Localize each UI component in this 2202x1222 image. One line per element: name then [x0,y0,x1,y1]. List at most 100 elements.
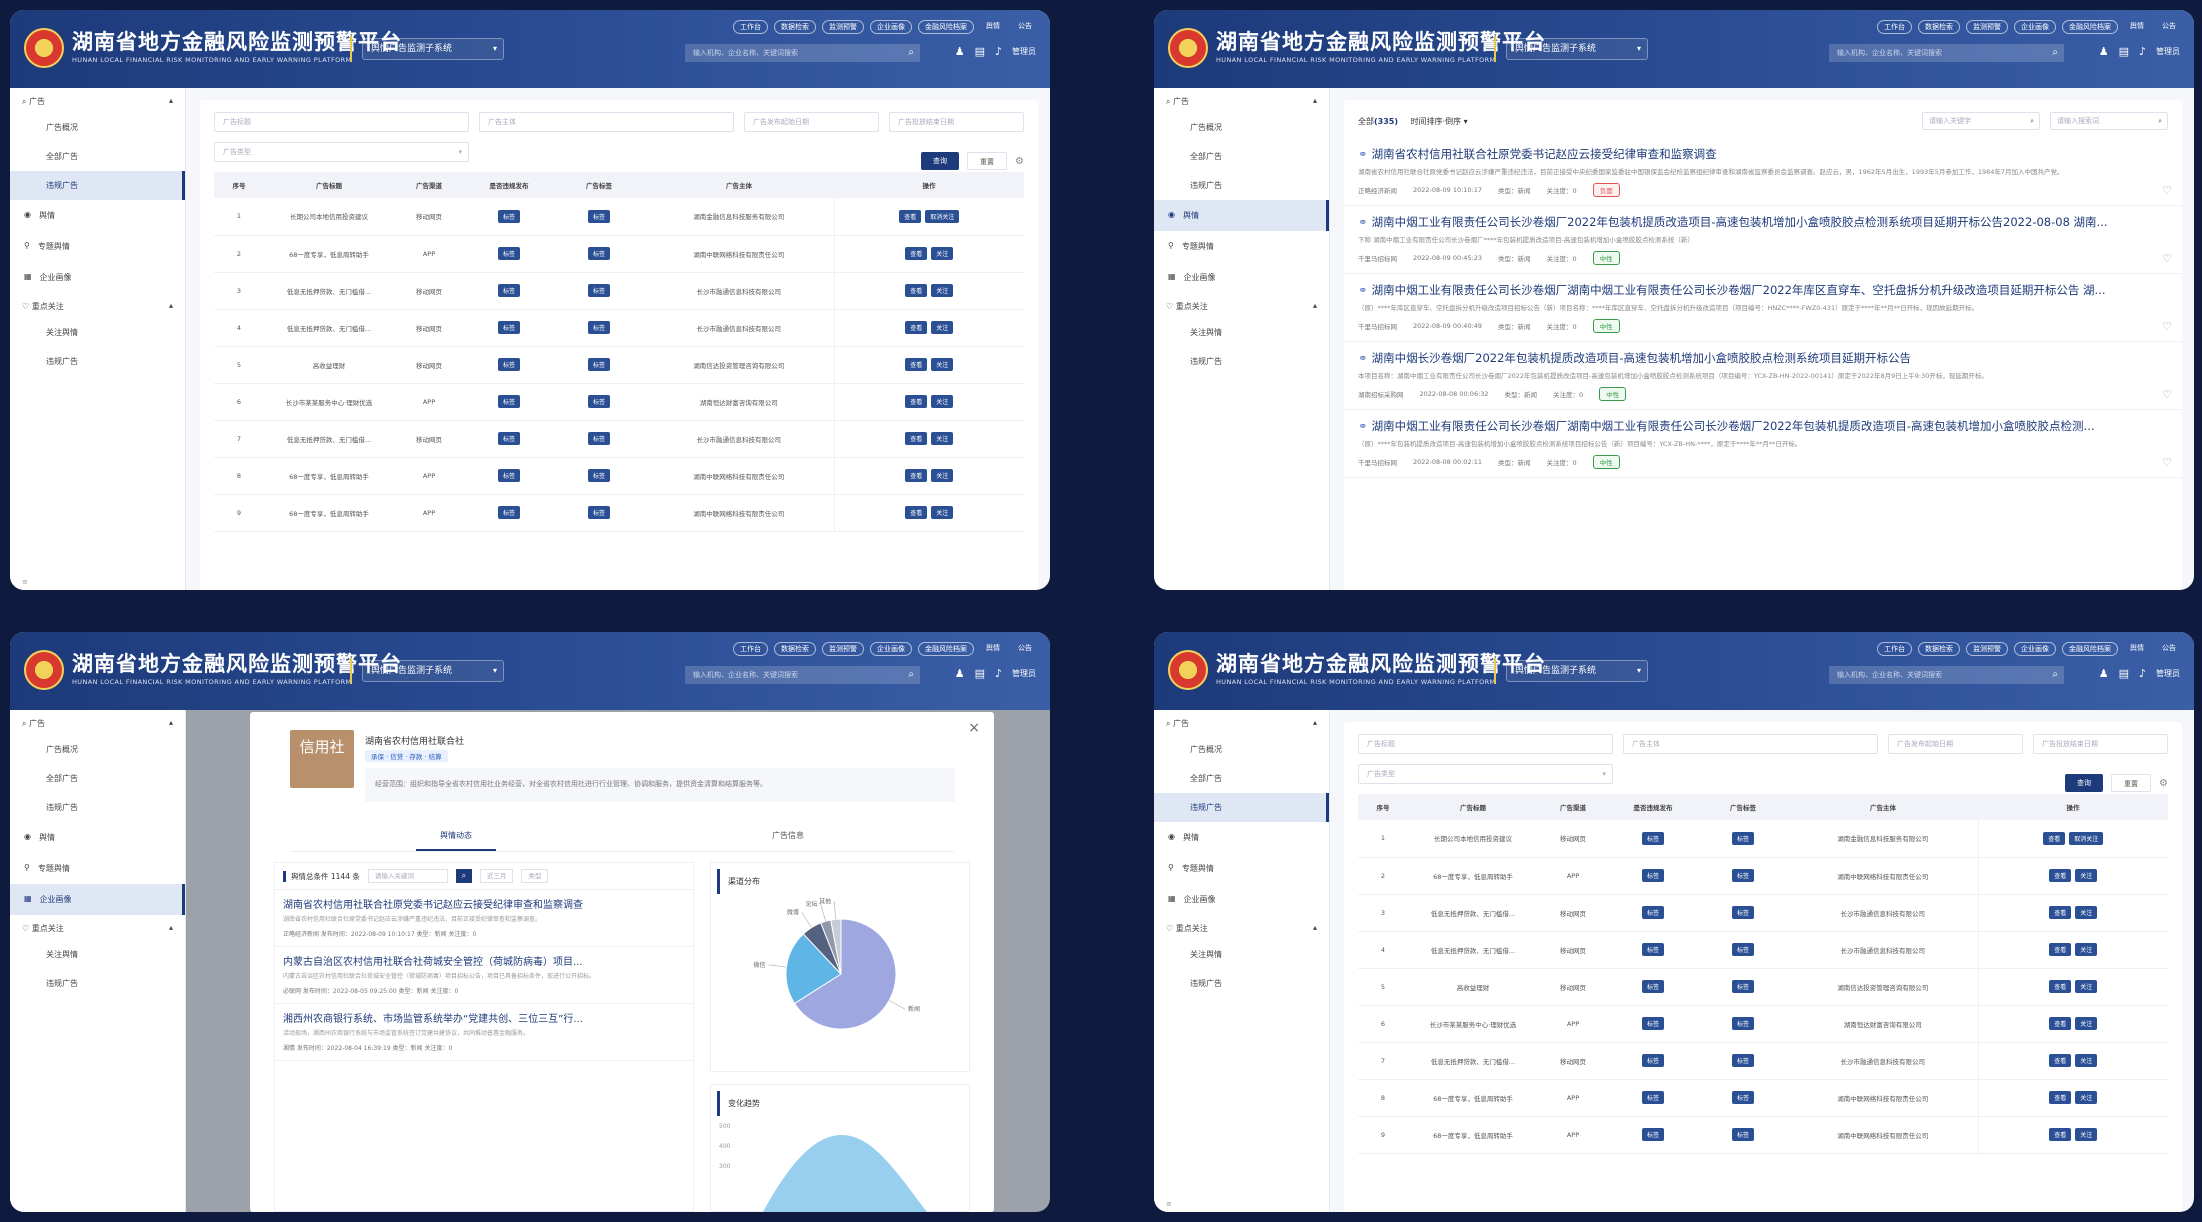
sidebar-item-violating-ads[interactable]: 违规广告 [1190,181,1222,190]
article-title[interactable]: ⚭ 湖南中烟工业有限责任公司长沙卷烟厂2022年包装机提质改造项目-高速包装机增加… [1358,214,2168,230]
view-button[interactable]: 查看 [905,358,928,371]
quick-link[interactable]: 数据检索 [1918,20,1960,34]
user-icon[interactable]: ♟ [954,667,965,680]
feed-search-input[interactable]: 请输入关键词 [367,869,448,883]
follow-button[interactable]: 关注 [931,284,954,297]
quick-link[interactable]: 数据检索 [774,20,816,34]
bell-icon[interactable]: ♪ [994,45,1002,58]
query-button[interactable]: 查询 [2065,774,2104,792]
subsystem-select[interactable]: 舆情广告监测子系统 ▾ [1506,660,1648,682]
sidebar-item-topic[interactable]: ⚲ 专题舆情 [10,853,185,884]
period-select[interactable]: 近三月 [479,869,514,883]
heart-icon[interactable]: ♡ [2162,252,2172,265]
search-icon[interactable]: ⌕ [908,47,914,58]
ad-title-input[interactable]: 广告标题 [214,112,469,132]
sidebar-item-violating-ads[interactable]: 违规广告 [1154,793,1329,822]
admin-menu[interactable]: 管理员 [1012,669,1036,678]
follow-button[interactable]: 关注 [931,358,954,371]
subsystem-select[interactable]: 舆情广告监测子系统 ▾ [362,38,504,60]
view-button[interactable]: 查看 [905,432,928,445]
sidebar-item-focus-sentiment[interactable]: 关注舆情 [46,328,78,337]
sidebar-item-all-ads[interactable]: 全部广告 [1190,152,1222,161]
list-item[interactable]: 湖南省农村信用社联合社原党委书记赵应云接受纪律审查和监察调查 湖南省农村信用社联合… [275,890,693,947]
view-button[interactable]: 查看 [905,469,928,482]
tab-sentiment[interactable]: 舆情动态 [416,822,496,851]
header-search-input[interactable]: 输入机构、企业名称、关键词搜索 ⌕ [1829,666,2064,684]
list-item[interactable]: ⚭ 湖南中烟工业有限责任公司长沙卷烟厂2022年包装机提质改造项目-高速包装机增加… [1344,206,2182,274]
sidebar-item-violating-ads[interactable]: 违规广告 [10,171,185,200]
view-button[interactable]: 查看 [2043,831,2066,845]
quick-link[interactable]: 工作台 [733,642,768,656]
sidebar-item-sentiment[interactable]: ◉ 舆情 [10,200,185,231]
sidebar-item-focus-sentiment[interactable]: 关注舆情 [1190,950,1222,959]
sidebar-item-ad-overview[interactable]: 广告概况 [1190,123,1222,132]
header-search-input[interactable]: 输入机构、企业名称、关键词搜索 ⌕ [685,666,920,684]
search-icon[interactable]: ⌕ [2052,47,2058,58]
document-icon[interactable]: ▤ [2118,45,2129,58]
date-end-input[interactable]: 广告投放结束日期 [2033,734,2168,754]
sidebar-item-focus-ads[interactable]: 违规广告 [1190,979,1222,988]
sidebar-group-focus[interactable]: ♡ 重点关注 ▴ [1154,293,1329,318]
feed-item-title[interactable]: 内蒙古自治区农村信用社联合社荷城安全管控（荷城防病毒）项目... [283,957,583,968]
keyword-search-input[interactable]: 请输入关键字 ⌕ [1922,112,2040,130]
type-select[interactable]: 类型 [521,869,549,883]
view-button[interactable]: 查看 [905,321,928,334]
search-icon[interactable]: ⌕ [908,669,914,680]
quick-link[interactable]: 舆情 [2130,22,2144,30]
view-button[interactable]: 查看 [905,506,928,519]
bell-icon[interactable]: ♪ [2138,667,2146,680]
view-button[interactable]: 查看 [2049,906,2072,919]
view-button[interactable]: 查看 [2049,1091,2072,1104]
settings-icon[interactable]: ⚙ [1015,155,1024,167]
sidebar-group-ad[interactable]: ⌕ 广告 ▴ [10,710,185,735]
sidebar-item-focus-ads[interactable]: 违规广告 [1190,357,1222,366]
ad-type-select[interactable]: 广告类型 ▾ [1358,764,1613,784]
quick-link[interactable]: 数据检索 [1918,642,1960,656]
settings-icon[interactable]: ⚙ [2159,777,2168,789]
list-item[interactable]: ⚭ 湖南中烟长沙卷烟厂2022年包装机提质改造项目-高速包装机增加小盒喷胶胶点检测… [1344,342,2182,410]
article-title[interactable]: ⚭ 湖南中烟长沙卷烟厂2022年包装机提质改造项目-高速包装机增加小盒喷胶胶点检测… [1358,350,2168,366]
follow-button[interactable]: 关注 [931,469,954,482]
follow-button[interactable]: 关注 [2075,943,2098,956]
quick-link[interactable]: 监测预警 [1966,642,2008,656]
quick-link[interactable]: 企业画像 [870,642,912,656]
search-icon[interactable]: ⌕ [2030,117,2034,125]
quick-link[interactable]: 监测预警 [1966,20,2008,34]
quick-link[interactable]: 金融风险档案 [2062,20,2118,34]
sidebar-item-ad-overview[interactable]: 广告概况 [46,123,78,132]
quick-link[interactable]: 工作台 [1877,642,1912,656]
heart-icon[interactable]: ♡ [2162,456,2172,469]
feed-item-title[interactable]: 湘西州农商银行系统、市场监管系统举办“党建共创、三位三互”行... [283,1014,583,1025]
view-button[interactable]: 查看 [2049,1017,2072,1030]
sort-select[interactable]: 时间排序·倒序 ▾ [1411,117,1468,126]
ad-subject-input[interactable]: 广告主体 [479,112,734,132]
header-search-input[interactable]: 输入机构、企业名称、关键词搜索 ⌕ [685,44,920,62]
date-end-input[interactable]: 广告投放结束日期 [889,112,1024,132]
quick-link[interactable]: 公告 [1018,22,1032,30]
quick-link[interactable]: 企业画像 [870,20,912,34]
sidebar-item-all-ads[interactable]: 全部广告 [46,152,78,161]
sidebar-item-enterprise[interactable]: ▦ 企业画像 [10,262,185,293]
view-button[interactable]: 查看 [2049,980,2072,993]
article-title[interactable]: ⚭ 湖南中烟工业有限责任公司长沙卷烟厂湖南中烟工业有限责任公司长沙卷烟厂2022年… [1358,418,2168,434]
sidebar-item-sentiment[interactable]: ◉ 舆情 [1154,822,1329,853]
follow-button[interactable]: 关注 [931,506,954,519]
list-item[interactable]: 湘西州农商银行系统、市场监管系统举办“党建共创、三位三互”行... 活动现场，湘西… [275,1004,693,1061]
reset-button[interactable]: 重置 [2111,774,2152,792]
document-icon[interactable]: ▤ [974,45,985,58]
sidebar-item-ad-overview[interactable]: 广告概况 [46,745,78,754]
quick-link[interactable]: 监测预警 [822,20,864,34]
header-search-input[interactable]: 输入机构、企业名称、关键词搜索 ⌕ [1829,44,2064,62]
follow-button[interactable]: 关注 [931,432,954,445]
view-button[interactable]: 查看 [905,247,928,260]
quick-link[interactable]: 监测预警 [822,642,864,656]
document-icon[interactable]: ▤ [974,667,985,680]
sidebar-group-focus[interactable]: ♡ 重点关注 ▴ [10,915,185,940]
follow-button[interactable]: 关注 [2075,1128,2098,1141]
follow-button[interactable]: 关注 [2075,1091,2098,1104]
article-title[interactable]: ⚭ 湖南中烟工业有限责任公司长沙卷烟厂湖南中烟工业有限责任公司长沙卷烟厂2022年… [1358,282,2168,298]
ad-subject-input[interactable]: 广告主体 [1623,734,1878,754]
follow-button[interactable]: 关注 [931,247,954,260]
quick-link[interactable]: 企业画像 [2014,20,2056,34]
sidebar-item-topic[interactable]: ⚲ 专题舆情 [1154,231,1329,262]
